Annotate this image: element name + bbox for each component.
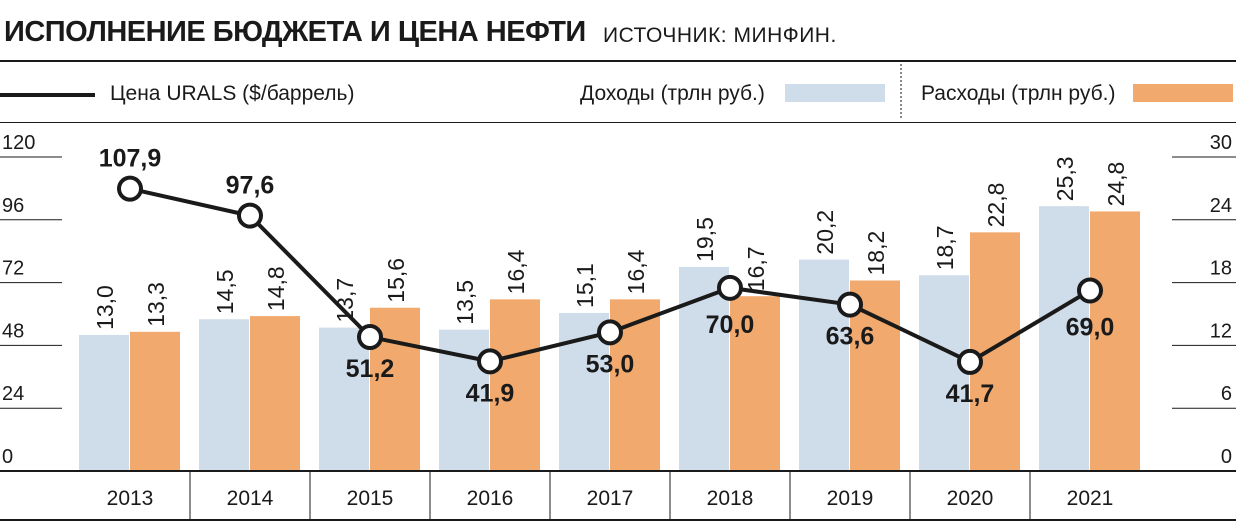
- price-point: [597, 319, 623, 346]
- price-value-label: 63,6: [826, 323, 875, 351]
- legend-line-label: Цена URALS ($/баррель): [110, 82, 355, 105]
- income-value-label: 19,5: [692, 217, 718, 262]
- legend-expense-swatch: [1133, 84, 1233, 102]
- y-left-tick-label: 96: [2, 195, 24, 217]
- y-left-tick-label: 24: [2, 383, 24, 405]
- expense-bar: [730, 296, 780, 471]
- price-value-label: 97,6: [226, 172, 275, 200]
- income-bar: [679, 266, 729, 471]
- income-value-label: 13,0: [92, 285, 118, 330]
- income-value-label: 13,5: [452, 280, 478, 325]
- expense-value-label: 16,4: [623, 249, 649, 294]
- legend-income-label: Доходы (трлн руб.): [580, 82, 765, 105]
- chart-title: ИСПОЛНЕНИЕ БЮДЖЕТА И ЦЕНА НЕФТИ: [4, 16, 586, 48]
- income-bar: [799, 259, 849, 471]
- expense-value-label: 24,8: [1103, 162, 1129, 207]
- y-right-tick-label: 12: [1210, 320, 1232, 342]
- header-rule: [0, 60, 1236, 62]
- expense-bar: [130, 331, 180, 471]
- income-bar: [919, 275, 969, 471]
- x-tick-label: 2018: [707, 487, 754, 510]
- y-right-tick-label: 6: [1221, 383, 1232, 405]
- income-bar: [79, 334, 129, 471]
- price-value-label: 51,2: [346, 355, 395, 383]
- y-right-tick-label: 0: [1221, 446, 1232, 468]
- income-value-label: 14,5: [212, 269, 238, 314]
- y-left-tick-label: 120: [2, 132, 35, 154]
- price-point: [837, 291, 863, 318]
- income-bar: [319, 327, 369, 471]
- income-value-label: 15,1: [572, 263, 598, 308]
- price-value-label: 41,9: [466, 379, 515, 407]
- price-point: [1077, 277, 1103, 304]
- price-point: [357, 324, 383, 351]
- price-value-label: 53,0: [586, 350, 635, 378]
- legend-expense-label: Расходы (трлн руб.): [921, 82, 1116, 105]
- chart-source: ИСТОЧНИК: МИНФИН.: [603, 24, 837, 47]
- expense-value-label: 22,8: [983, 183, 1009, 228]
- income-bar: [1039, 206, 1089, 471]
- expense-value-label: 16,7: [743, 246, 769, 291]
- x-tick-label: 2016: [467, 487, 514, 510]
- y-right-tick-label: 18: [1210, 258, 1232, 280]
- y-left-tick-label: 48: [2, 320, 24, 342]
- income-bar: [199, 319, 249, 471]
- x-tick-label: 2019: [827, 487, 874, 510]
- x-tick-label: 2021: [1067, 487, 1114, 510]
- x-tick-label: 2017: [587, 487, 634, 510]
- income-value-label: 20,2: [812, 210, 838, 255]
- income-value-label: 18,7: [932, 226, 958, 271]
- expense-value-label: 13,3: [143, 282, 169, 327]
- price-value-label: 69,0: [1066, 313, 1115, 341]
- price-value-label: 107,9: [99, 145, 162, 173]
- expense-value-label: 16,4: [503, 249, 529, 294]
- legend-rule: [0, 122, 1236, 123]
- chart-header: ИСПОЛНЕНИЕ БЮДЖЕТА И ЦЕНА НЕФТИ ИСТОЧНИК…: [0, 0, 1236, 60]
- expense-bar: [970, 232, 1020, 471]
- x-tick-label: 2013: [107, 487, 154, 510]
- price-point: [117, 175, 143, 202]
- legend-separator: [900, 64, 902, 118]
- income-value-label: 25,3: [1052, 156, 1078, 201]
- expense-bar: [490, 299, 540, 471]
- price-point: [477, 348, 503, 375]
- y-left-tick-label: 0: [2, 446, 13, 468]
- price-point: [717, 274, 743, 301]
- expense-bar: [1090, 211, 1140, 471]
- price-value-label: 70,0: [706, 311, 755, 339]
- x-tick-label: 2015: [347, 487, 394, 510]
- expense-value-label: 15,6: [383, 258, 409, 303]
- legend-line-swatch: [0, 93, 95, 97]
- expense-value-label: 14,8: [263, 266, 289, 311]
- price-point: [237, 202, 263, 229]
- price-point: [957, 348, 983, 375]
- y-right-tick-label: 30: [1210, 132, 1232, 154]
- expense-bar: [250, 316, 300, 471]
- x-tick-label: 2020: [947, 487, 994, 510]
- y-right-tick-label: 24: [1210, 195, 1232, 217]
- x-tick-label: 2014: [227, 487, 274, 510]
- y-left-tick-label: 72: [2, 258, 24, 280]
- legend-income-swatch: [785, 84, 885, 102]
- price-value-label: 41,7: [946, 380, 995, 408]
- expense-value-label: 18,2: [863, 231, 889, 276]
